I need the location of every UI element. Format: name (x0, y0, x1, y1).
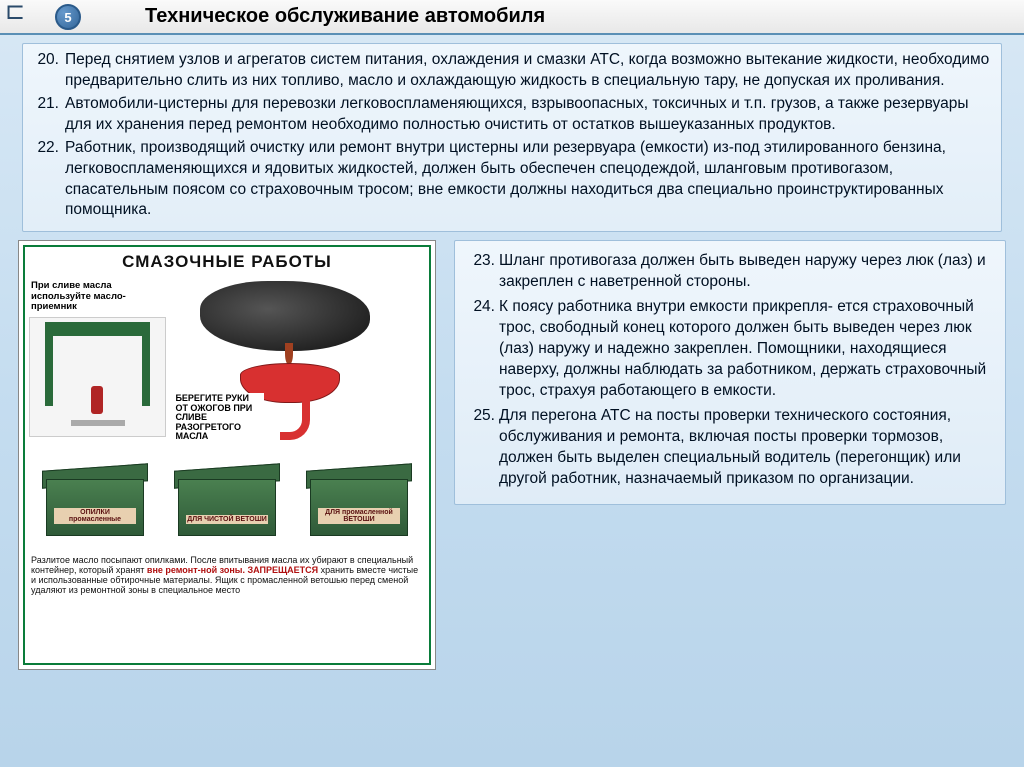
item-text: Автомобили-цистерны для перевозки легков… (65, 94, 991, 136)
item-number: 20. (33, 50, 65, 92)
poster-right-panel: БЕРЕГИТЕ РУКИ ОТ ОЖОГОВ ПРИ СЛИВЕ РАЗОГР… (170, 275, 429, 455)
list-item: 20. Перед снятием узлов и агрегатов сист… (33, 50, 991, 92)
storage-box: ОПИЛКИ промасленные (40, 461, 150, 536)
poster-left-panel: При сливе масла используйте масло-приемн… (25, 275, 170, 455)
poster-upper: При сливе масла используйте масло-приемн… (25, 275, 429, 455)
list-item: 25. Для перегона АТС на посты проверки т… (467, 406, 993, 490)
item-text: Шланг противогаза должен быть выведен на… (499, 251, 993, 293)
item-number: 25. (467, 406, 499, 490)
car-lift-illustration (29, 317, 166, 437)
right-text-panel: 23. Шланг противогаза должен быть выведе… (454, 240, 1006, 504)
box-label: ДЛЯ ЧИСТОЙ ВЕТОШИ (186, 515, 268, 524)
slide-number-badge: 5 (55, 4, 81, 30)
item-number: 24. (467, 297, 499, 402)
item-text: Перед снятием узлов и агрегатов систем п… (65, 50, 991, 92)
poster-border: СМАЗОЧНЫЕ РАБОТЫ При сливе масла использ… (23, 245, 431, 665)
engine-illustration (200, 281, 370, 351)
list-item: 22. Работник, производящий очистку или р… (33, 138, 991, 222)
item-number: 22. (33, 138, 65, 222)
item-number: 21. (33, 94, 65, 136)
storage-box: ДЛЯ промасленной ВЕТОШИ (304, 461, 414, 536)
oil-drip-icon (285, 343, 293, 365)
footer-text-warning: вне ремонт-ной зоны. ЗАПРЕЩАЕТСЯ (147, 565, 318, 575)
box-label: ОПИЛКИ промасленные (54, 508, 136, 525)
list-item: 24. К поясу работника внутри емкости при… (467, 297, 993, 402)
item-text: К поясу работника внутри емкости прикреп… (499, 297, 993, 402)
safety-poster: СМАЗОЧНЫЕ РАБОТЫ При сливе масла использ… (18, 240, 436, 670)
list-item: 21. Автомобили-цистерны для перевозки ле… (33, 94, 991, 136)
hose-illustration (280, 395, 310, 440)
item-text: Работник, производящий очистку или ремон… (65, 138, 991, 222)
header-bar: ⊏ 5 Техническое обслуживание автомобиля (0, 0, 1024, 35)
bottom-area: СМАЗОЧНЫЕ РАБОТЫ При сливе масла использ… (18, 240, 1006, 670)
poster-title: СМАЗОЧНЫЕ РАБОТЫ (25, 247, 429, 275)
box-label: ДЛЯ промасленной ВЕТОШИ (318, 508, 400, 525)
storage-box: ДЛЯ ЧИСТОЙ ВЕТОШИ (172, 461, 282, 536)
logo-area: ⊏ 5 (0, 0, 95, 34)
item-number: 23. (467, 251, 499, 293)
item-text: Для перегона АТС на посты проверки техни… (499, 406, 993, 490)
storage-boxes-row: ОПИЛКИ промасленные ДЛЯ ЧИСТОЙ ВЕТОШИ ДЛ… (25, 461, 429, 553)
page-title: Техническое обслуживание автомобиля (145, 5, 545, 28)
list-item: 23. Шланг противогаза должен быть выведе… (467, 251, 993, 293)
poster-footer-text: Разлитое масло посыпают опилками. После … (25, 553, 429, 599)
poster-caption-2: БЕРЕГИТЕ РУКИ ОТ ОЖОГОВ ПРИ СЛИВЕ РАЗОГР… (174, 393, 264, 442)
caliper-icon: ⊏ (5, 0, 25, 26)
top-text-panel: 20. Перед снятием узлов и агрегатов сист… (22, 43, 1002, 232)
poster-caption-1: При сливе масла используйте масло-приемн… (29, 279, 166, 316)
